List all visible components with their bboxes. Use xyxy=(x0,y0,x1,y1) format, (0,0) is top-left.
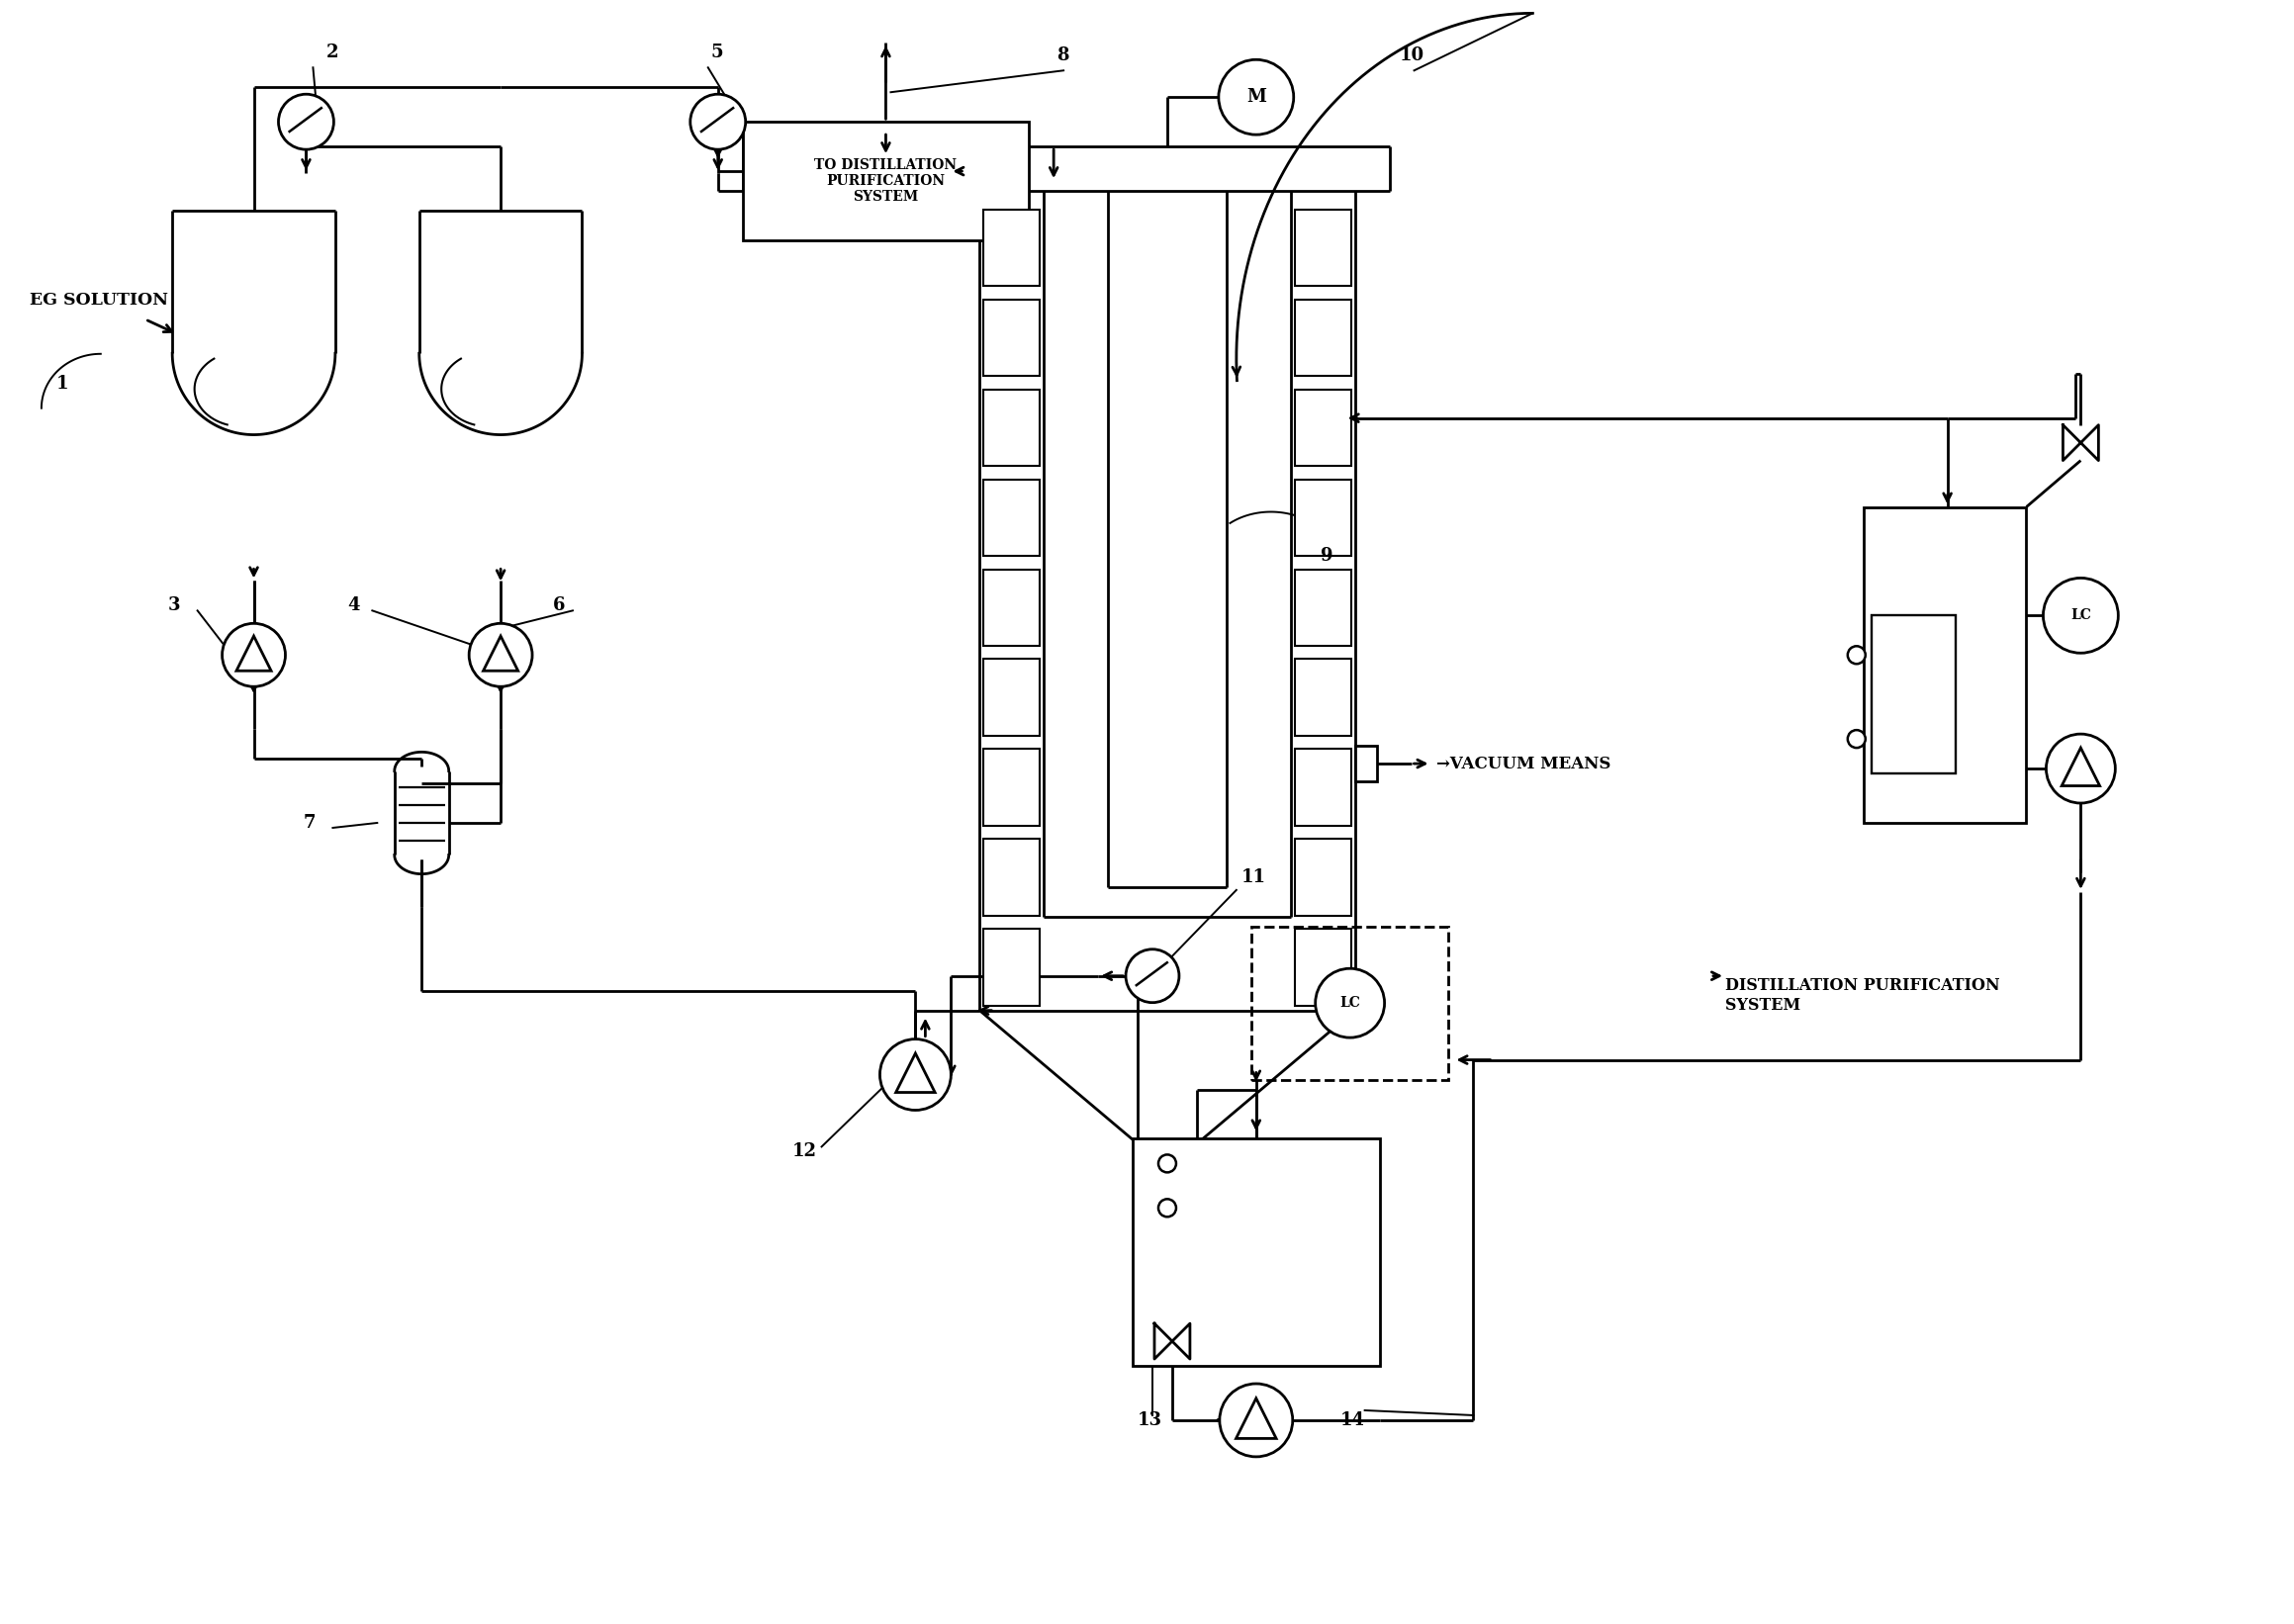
Bar xyxy=(1294,840,1351,916)
Bar xyxy=(984,299,1039,375)
Polygon shape xyxy=(897,1054,936,1093)
Text: EG SOLUTION: EG SOLUTION xyxy=(30,292,167,309)
Bar xyxy=(1294,390,1351,466)
Bar xyxy=(1863,507,2026,823)
Text: 14: 14 xyxy=(1340,1411,1365,1429)
Text: →VACUUM MEANS: →VACUUM MEANS xyxy=(1436,755,1610,771)
Polygon shape xyxy=(2062,747,2099,786)
Bar xyxy=(1294,479,1351,555)
Circle shape xyxy=(2046,734,2115,804)
Circle shape xyxy=(1158,1155,1177,1173)
Text: 3: 3 xyxy=(167,596,181,614)
Circle shape xyxy=(1847,731,1865,747)
Polygon shape xyxy=(484,637,518,671)
Circle shape xyxy=(881,1039,952,1111)
Text: 11: 11 xyxy=(1241,869,1266,887)
Circle shape xyxy=(1126,950,1179,1002)
Circle shape xyxy=(1220,1384,1292,1457)
Bar xyxy=(1872,615,1954,773)
Bar xyxy=(984,390,1039,466)
Bar xyxy=(743,122,1030,240)
Text: 13: 13 xyxy=(1138,1411,1163,1429)
Text: 2: 2 xyxy=(326,44,337,62)
Text: 1: 1 xyxy=(57,375,69,393)
Text: LC: LC xyxy=(2071,609,2092,622)
Bar xyxy=(1294,929,1351,1005)
Circle shape xyxy=(1314,968,1386,1038)
Bar xyxy=(984,479,1039,555)
Text: 12: 12 xyxy=(791,1143,817,1161)
Text: LC: LC xyxy=(1340,996,1360,1010)
Text: 7: 7 xyxy=(303,814,317,831)
Text: DISTILLATION PURIFICATION
SYSTEM: DISTILLATION PURIFICATION SYSTEM xyxy=(1725,978,2000,1013)
Polygon shape xyxy=(1236,1398,1275,1439)
Circle shape xyxy=(690,94,746,149)
Circle shape xyxy=(2044,578,2117,653)
Text: M: M xyxy=(1246,88,1266,106)
Bar xyxy=(984,929,1039,1005)
Bar xyxy=(1294,749,1351,825)
Circle shape xyxy=(1158,1199,1177,1216)
Bar xyxy=(984,840,1039,916)
Bar xyxy=(1294,209,1351,286)
Text: 6: 6 xyxy=(553,596,564,614)
Circle shape xyxy=(468,624,532,687)
Bar xyxy=(984,659,1039,736)
Bar xyxy=(1133,1138,1379,1366)
Circle shape xyxy=(1847,646,1865,664)
Polygon shape xyxy=(236,637,271,671)
Text: 4: 4 xyxy=(349,596,360,614)
Bar xyxy=(1294,570,1351,646)
Bar xyxy=(1356,745,1376,781)
Text: 5: 5 xyxy=(711,44,723,62)
Bar xyxy=(1250,927,1450,1080)
Bar xyxy=(984,749,1039,825)
Bar xyxy=(1294,299,1351,375)
Text: 8: 8 xyxy=(1058,47,1069,65)
Bar xyxy=(984,570,1039,646)
Text: 10: 10 xyxy=(1399,47,1425,65)
Bar xyxy=(1294,659,1351,736)
Circle shape xyxy=(278,94,333,149)
Circle shape xyxy=(223,624,284,687)
Circle shape xyxy=(1218,60,1294,135)
Text: 9: 9 xyxy=(1321,547,1333,565)
Text: TO DISTILLATION
PURIFICATION
SYSTEM: TO DISTILLATION PURIFICATION SYSTEM xyxy=(814,158,957,205)
Bar xyxy=(984,209,1039,286)
